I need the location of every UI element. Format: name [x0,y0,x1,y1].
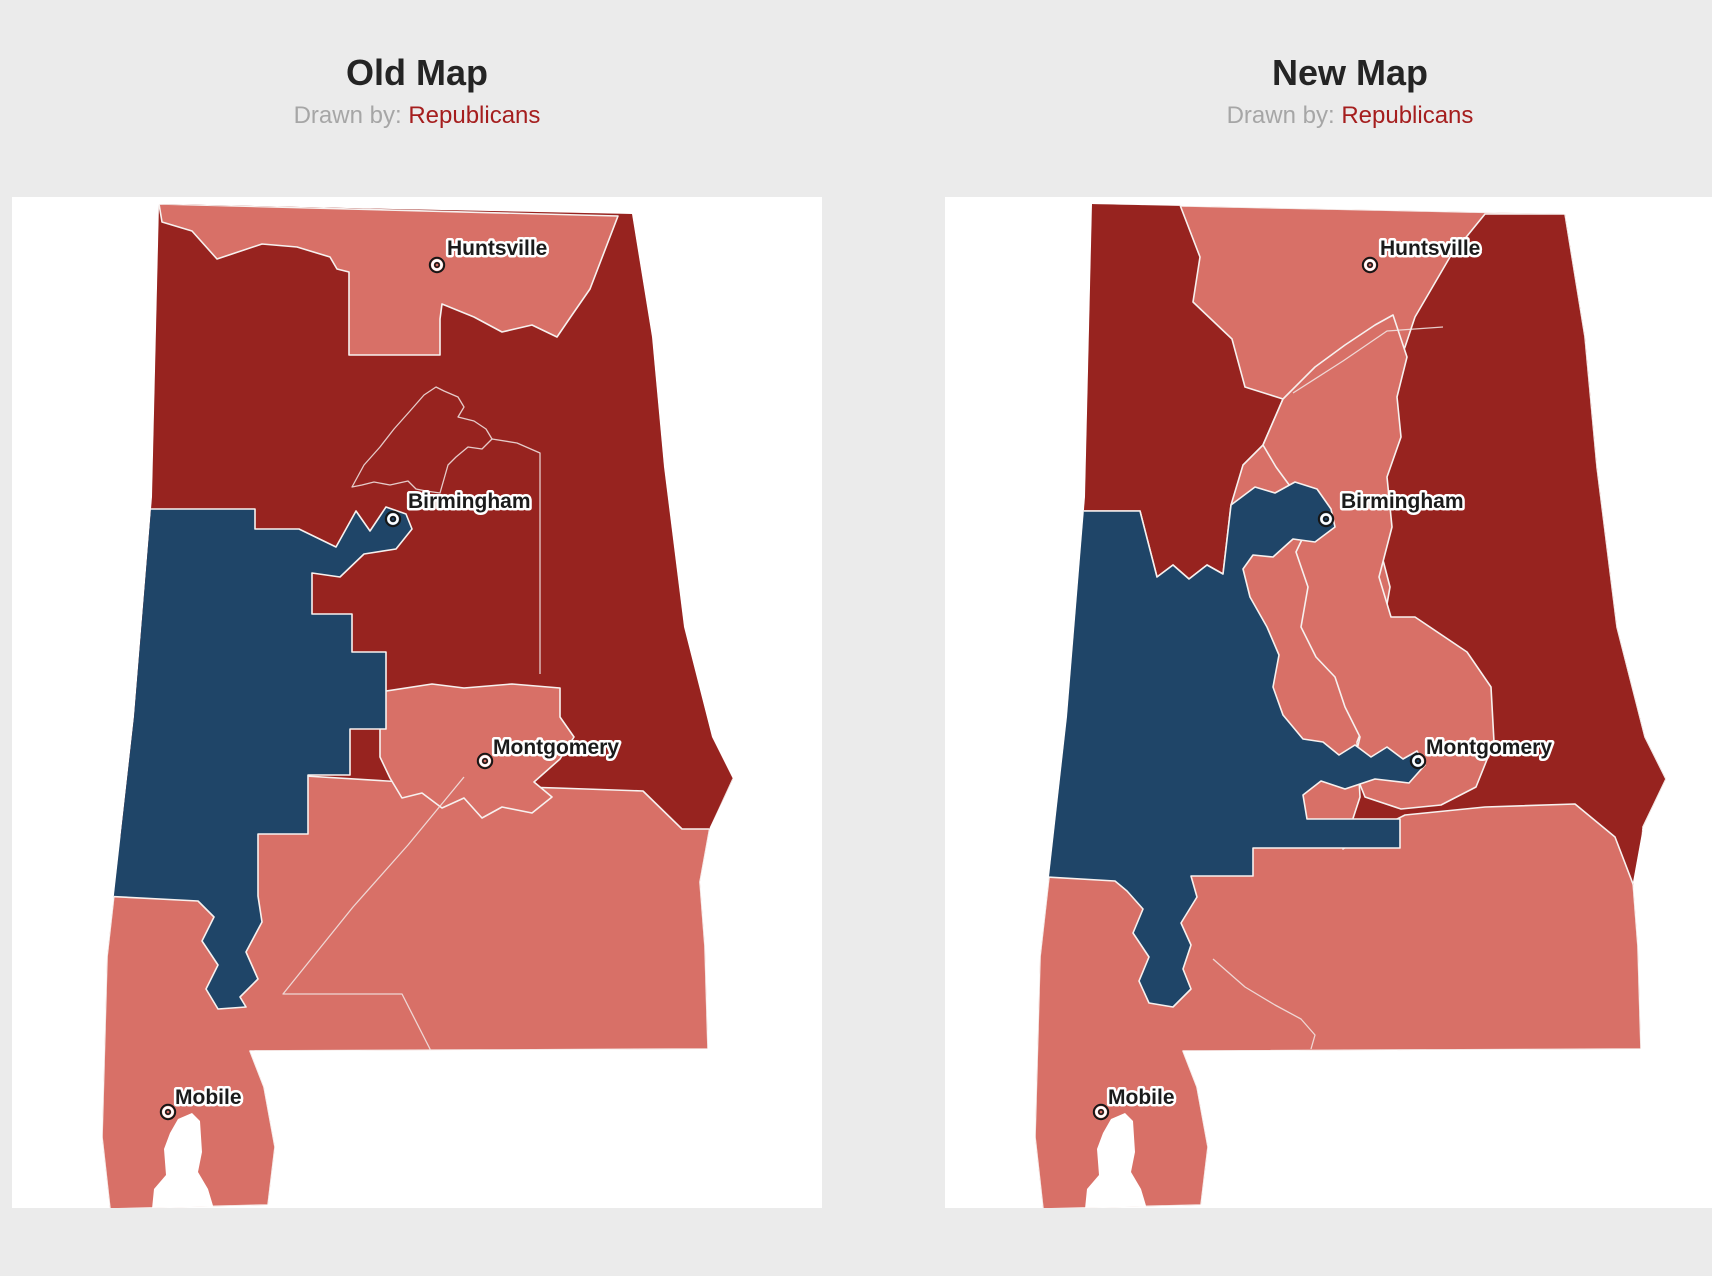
new-map-panel: Huntsville Birmingham Montgomery Mobile [945,197,1712,1208]
city-marker-birmingham [384,510,402,528]
city-label-mobile: Mobile [1108,1086,1175,1109]
old-map-panel: Huntsville Birmingham Montgomery Mobile [12,197,822,1208]
new-map-section: New Map Drawn by: Republicans Huntsville… [945,0,1712,1276]
mobile-bay-cutout [1085,1113,1147,1208]
new-map-header: New Map Drawn by: Republicans [945,52,1712,130]
old-map-subtitle: Drawn by: Republicans [12,102,822,130]
city-label-birmingham: Birmingham [408,490,531,513]
city-label-huntsville: Huntsville [1380,237,1480,260]
city-marker-huntsville [428,256,446,274]
city-marker-birmingham [1317,510,1335,528]
city-marker-huntsville [1361,256,1379,274]
old-map-header: Old Map Drawn by: Republicans [12,52,822,130]
city-label-montgomery: Montgomery [1426,736,1552,759]
old-map-drawnby-label: Drawn by: [293,102,402,129]
district-montgomery-light [379,683,575,819]
old-map-svg: Huntsville Birmingham Montgomery Mobile [102,204,733,1208]
old-map-title: Old Map [346,52,488,93]
city-label-birmingham: Birmingham [1341,490,1464,513]
old-map-party: Republicans [408,102,541,129]
city-label-montgomery: Montgomery [493,736,619,759]
district-top-light [158,204,619,356]
city-marker-mobile [1092,1103,1110,1121]
new-map-drawnby-label: Drawn by: [1226,102,1335,129]
new-inner-boundary-0 [1292,326,1444,394]
old-map-section: Old Map Drawn by: Republicans Huntsville… [12,0,822,1276]
city-label-huntsville: Huntsville [447,237,547,260]
new-map-title: New Map [1271,52,1429,93]
new-map-districts [1035,204,1666,1208]
district-seven-blue [1035,481,1426,1008]
old-inner-boundary-1 [491,438,541,674]
city-marker-montgomery [476,752,494,770]
mobile-bay-cutout [152,1113,214,1208]
city-marker-mobile [159,1103,177,1121]
new-map-subtitle: Drawn by: Republicans [945,102,1712,130]
city-marker-montgomery [1409,752,1427,770]
city-label-mobile: Mobile [175,1086,242,1109]
new-map-svg: Huntsville Birmingham Montgomery Mobile [1035,204,1666,1208]
new-map-party: Republicans [1341,102,1474,129]
district-seven-blue [102,506,413,1010]
new-inner-boundary-1 [1212,958,1316,1050]
old-map-districts [102,204,733,1208]
